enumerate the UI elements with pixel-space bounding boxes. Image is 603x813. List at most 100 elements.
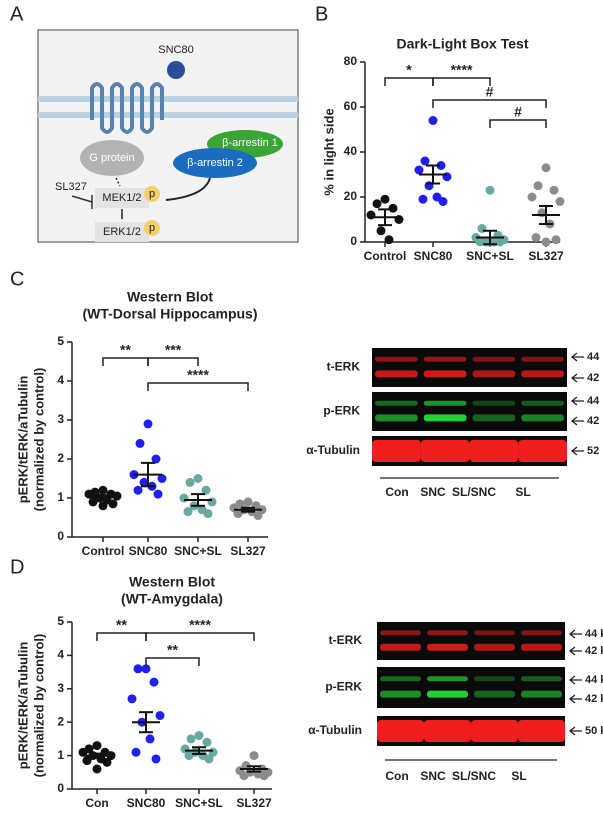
x-tick-label: SL327 xyxy=(230,544,266,558)
data-point xyxy=(428,116,438,125)
blot-strip xyxy=(377,622,565,660)
x-tick-label: Con xyxy=(85,796,108,810)
data-point xyxy=(131,747,141,757)
y-axis-label: pERK/tERK/aTubulin xyxy=(15,376,30,504)
size-arrow xyxy=(570,373,584,383)
y-tick-label: 0 xyxy=(350,234,357,248)
panel-letter: C xyxy=(10,268,24,290)
blot-band xyxy=(424,720,471,742)
blot-band xyxy=(474,690,515,698)
y-axis-label: % in light side xyxy=(321,108,336,195)
lane-label: SL xyxy=(515,485,530,499)
data-point xyxy=(541,163,551,173)
blot-band xyxy=(521,630,562,636)
arrestin-2-label: β-arrestin 2 xyxy=(187,157,243,169)
blot-band xyxy=(423,414,467,422)
y-tick-label: 5 xyxy=(57,614,64,628)
x-tick-label: Control xyxy=(364,249,407,263)
size-arrow xyxy=(570,352,584,362)
data-point xyxy=(527,192,537,202)
size-arrow xyxy=(570,446,584,456)
blot-band xyxy=(521,356,564,362)
y-tick-label: 3 xyxy=(57,681,64,695)
significance-bracket xyxy=(96,632,147,641)
blot-band xyxy=(380,690,421,698)
significance-bracket xyxy=(102,357,149,366)
data-point xyxy=(157,474,167,483)
data-point xyxy=(420,156,430,166)
blot-row-label: t-ERK xyxy=(329,633,363,647)
significance-label: ** xyxy=(116,617,127,633)
blot-band xyxy=(521,690,562,698)
blot-band xyxy=(474,643,515,651)
significance-bracket xyxy=(432,77,491,86)
blot-band xyxy=(427,643,468,651)
blot-row-label: α-Tubulin xyxy=(306,443,360,457)
mek-label: MEK1/2 xyxy=(102,192,141,204)
membrane xyxy=(38,96,298,102)
blot-band xyxy=(474,630,515,636)
data-point xyxy=(151,754,161,764)
significance-bracket xyxy=(147,357,199,366)
chart-subtitle: (WT-Dorsal Hippocampus) xyxy=(82,306,257,322)
data-point xyxy=(183,507,193,517)
panel-letter: B xyxy=(315,3,328,25)
data-point xyxy=(133,664,143,674)
size-arrow xyxy=(568,726,582,736)
size-label: 42 kDA xyxy=(587,372,603,384)
blot-band xyxy=(377,720,424,742)
blot-band xyxy=(423,370,467,378)
data-point xyxy=(380,194,390,204)
panel-letter: A xyxy=(10,3,24,25)
significance-bracket xyxy=(147,382,249,391)
blot-strip xyxy=(377,667,565,708)
data-point xyxy=(207,497,217,507)
y-tick-label: 40 xyxy=(344,144,358,158)
x-tick-label: SNC+SL xyxy=(175,796,223,810)
ligand-label: SNC80 xyxy=(158,44,193,56)
significance-bracket xyxy=(145,657,200,666)
x-tick-label: SL327 xyxy=(236,796,272,810)
y-tick-label: 2 xyxy=(57,714,64,728)
data-point xyxy=(241,761,251,771)
data-point xyxy=(201,485,211,495)
significance-label: ** xyxy=(167,642,178,658)
size-label: 44 kDa xyxy=(585,674,603,686)
data-point xyxy=(82,756,92,766)
pathway-diagram: SNC80 G protein β-arrestin 1 β-arrestin … xyxy=(37,29,299,243)
x-tick-label: SNC+SL xyxy=(174,544,222,558)
data-point xyxy=(418,194,428,204)
blot-strip xyxy=(372,348,567,387)
blot-band xyxy=(380,630,421,636)
lane-label: SNC xyxy=(420,485,446,499)
y-tick-label: 1 xyxy=(57,490,64,504)
size-label: 42 kDa xyxy=(585,693,603,705)
blot-band xyxy=(472,370,516,378)
data-point xyxy=(184,751,194,761)
data-point xyxy=(143,419,153,429)
inhibition xyxy=(71,195,93,209)
data-point xyxy=(438,197,448,206)
data-point xyxy=(388,203,398,213)
blot-band xyxy=(521,400,564,406)
blot-band xyxy=(469,440,519,462)
lane-label: SL/SNC xyxy=(452,485,496,499)
g-protein-label: G protein xyxy=(89,152,134,164)
size-arrow xyxy=(568,675,582,685)
y-tick-label: 60 xyxy=(344,99,358,113)
x-tick-label: SNC80 xyxy=(414,249,453,263)
data-point xyxy=(155,711,165,721)
size-label: 52 kDa xyxy=(587,445,603,457)
arrow xyxy=(165,177,211,201)
data-point xyxy=(203,509,213,519)
blot-band xyxy=(423,356,467,362)
receptor xyxy=(90,82,164,134)
data-point xyxy=(194,731,204,741)
data-point xyxy=(233,509,243,519)
data-point xyxy=(531,233,541,242)
size-label: 42 kDa xyxy=(585,645,603,657)
blot-band xyxy=(518,720,565,742)
y-tick-label: 3 xyxy=(57,412,64,426)
data-point xyxy=(112,491,122,501)
x-tick-label: SNC80 xyxy=(129,544,168,558)
